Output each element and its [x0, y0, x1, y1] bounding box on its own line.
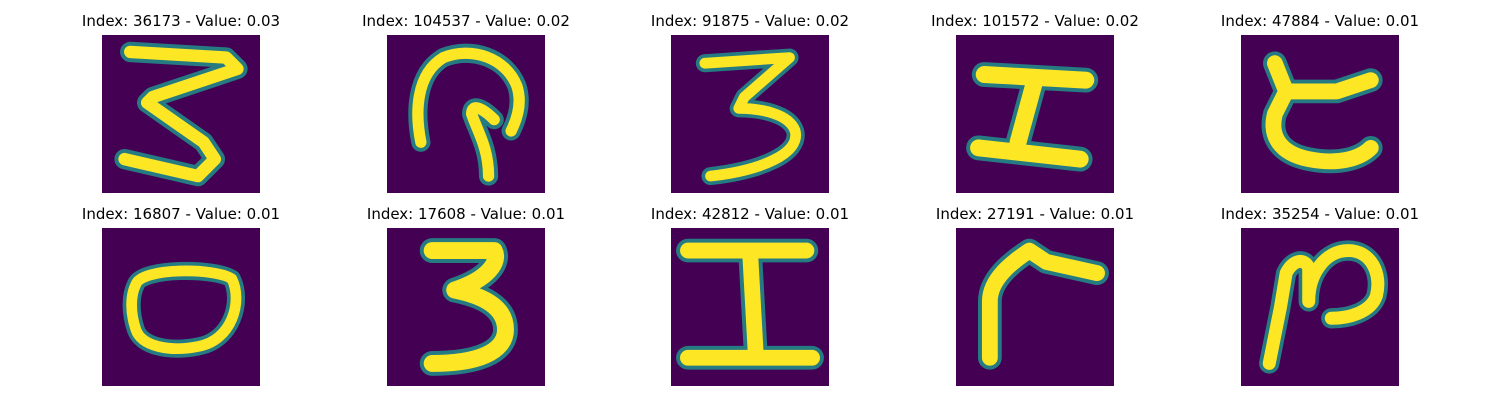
- panel-title: Index: 42812 - Value: 0.01: [650, 205, 850, 223]
- three-glyph: [671, 35, 829, 193]
- panel-title: Index: 16807 - Value: 0.01: [81, 205, 281, 223]
- panel-title: Index: 27191 - Value: 0.01: [935, 205, 1135, 223]
- panel-title: Index: 104537 - Value: 0.02: [362, 12, 570, 30]
- digit-image: [671, 228, 829, 386]
- three-bold-glyph: [387, 228, 545, 386]
- c-curve-glyph: [1241, 35, 1399, 193]
- panel-title: Index: 35254 - Value: 0.01: [1220, 205, 1420, 223]
- digit-image: [1241, 228, 1399, 386]
- r-shape-glyph: [956, 228, 1114, 386]
- digit-image: [1241, 35, 1399, 193]
- digit-image: [387, 228, 545, 386]
- panel-title: Index: 47884 - Value: 0.01: [1220, 12, 1420, 30]
- panel-title: Index: 36173 - Value: 0.03: [81, 12, 281, 30]
- panel-title: Index: 91875 - Value: 0.02: [650, 12, 850, 30]
- digit-image: [387, 35, 545, 193]
- capital-i-glyph: [671, 228, 829, 386]
- serif-bar-glyph: [956, 35, 1114, 193]
- zero-glyph: [102, 228, 260, 386]
- digit-image: [102, 228, 260, 386]
- digit-image: [956, 35, 1114, 193]
- panel-title: Index: 17608 - Value: 0.01: [366, 205, 566, 223]
- digit-image: [956, 228, 1114, 386]
- panel-title: Index: 101572 - Value: 0.02: [931, 12, 1139, 30]
- loop-hook-glyph: [387, 35, 545, 193]
- z-shape-glyph: [102, 35, 260, 193]
- n-loop-glyph: [1241, 228, 1399, 386]
- digit-image: [102, 35, 260, 193]
- digit-image: [671, 35, 829, 193]
